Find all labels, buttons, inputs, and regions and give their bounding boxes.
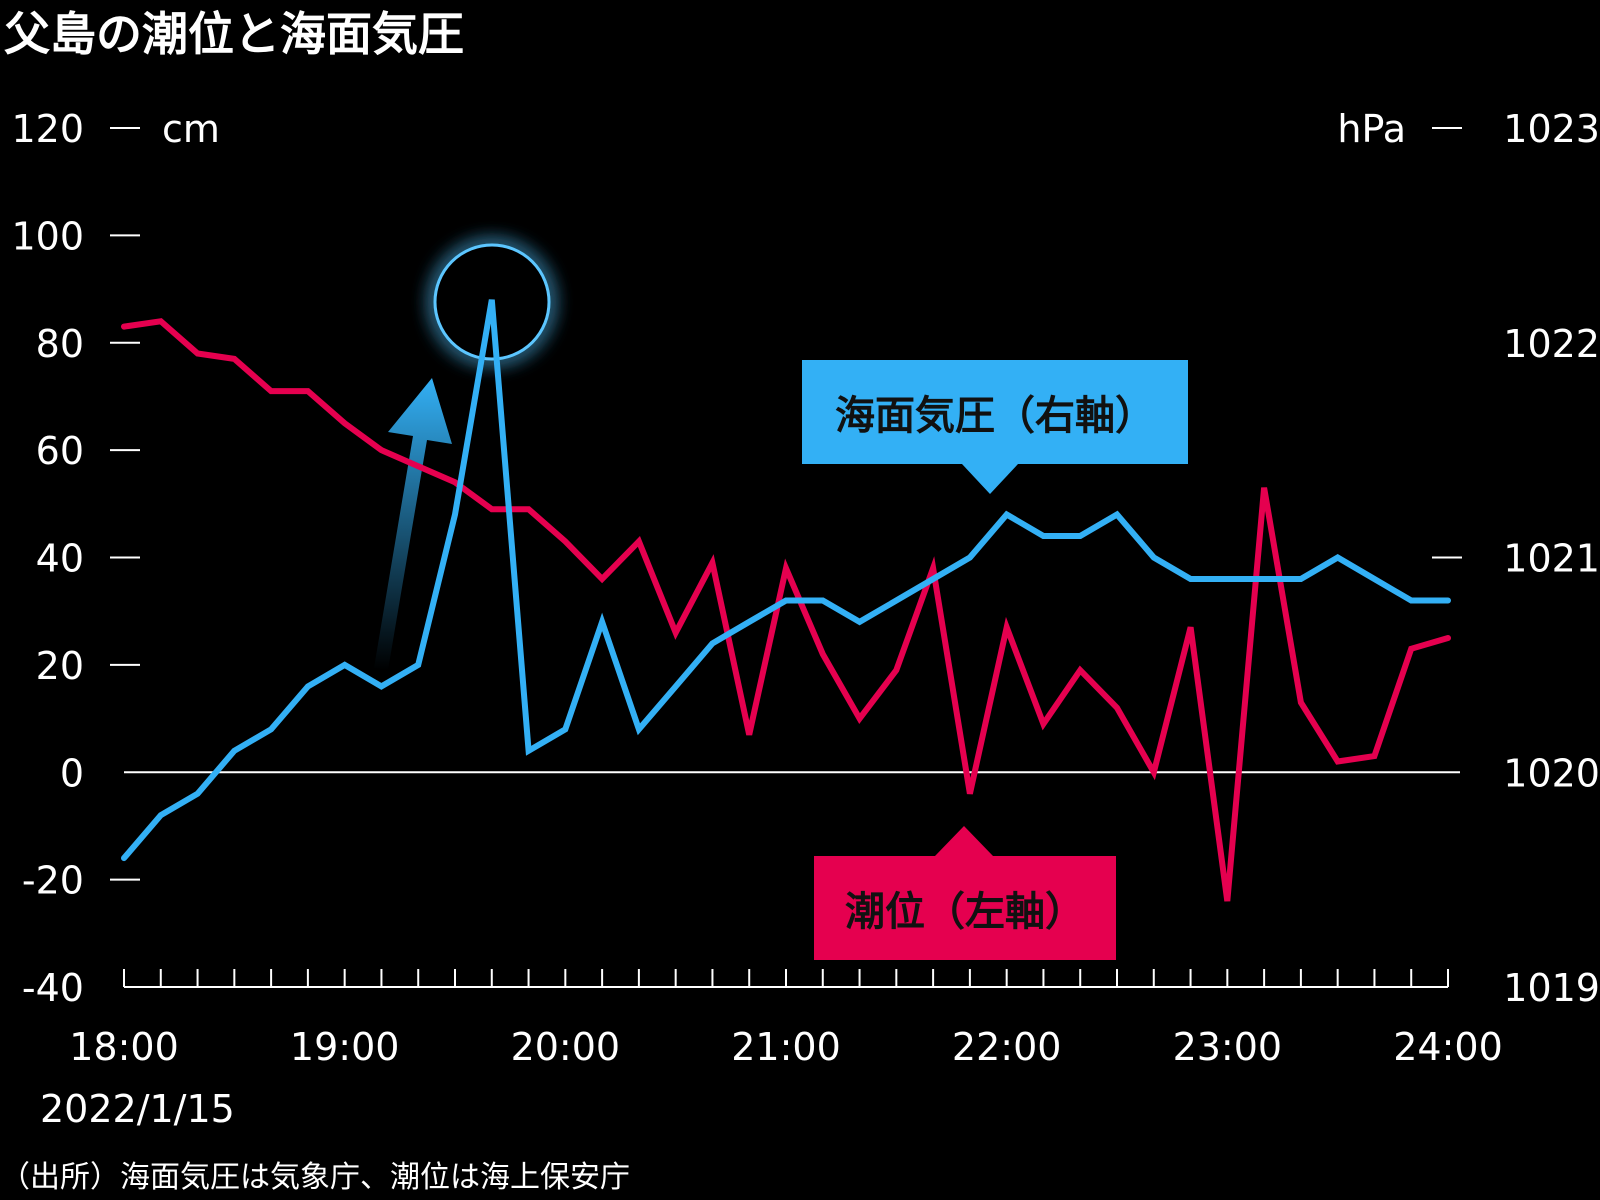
tide-callout-label: 潮位（左軸）	[845, 889, 1085, 935]
left-tick-label: -20	[22, 859, 84, 903]
highlight-arrow	[374, 378, 452, 670]
left-axis-unit: cm	[162, 107, 220, 151]
pressure-callout-label: 海面気圧（右軸）	[835, 393, 1155, 439]
right-tick-label: 1023	[1503, 107, 1600, 151]
x-tick-label: 18:00	[69, 1025, 179, 1069]
right-tick-label: 1020	[1503, 751, 1600, 795]
axes: -40 -20 0 20 40 60 80 100 120 cm 1019 1020 1021 1022 1…	[11, 107, 1600, 1131]
pressure-callout-pointer	[962, 464, 1018, 494]
left-tick-label: 0	[60, 751, 84, 795]
right-tick-label: 1022	[1503, 322, 1600, 366]
x-tick-label: 19:00	[290, 1025, 400, 1069]
right-axis-unit: hPa	[1337, 107, 1406, 151]
left-tick-label: 40	[36, 537, 84, 581]
x-tick-label: 21:00	[731, 1025, 841, 1069]
right-tick-label: 1021	[1503, 537, 1600, 581]
date-label: 2022/1/15	[40, 1087, 235, 1131]
left-tick-label: 20	[36, 644, 84, 688]
source-note: （出所）海面気圧は気象庁、潮位は海上保安庁	[0, 1160, 630, 1195]
right-tick-label: 1019	[1503, 966, 1600, 1010]
x-tick-label: 23:00	[1173, 1025, 1283, 1069]
series	[121, 299, 1451, 902]
x-tick-label: 24:00	[1393, 1025, 1503, 1069]
left-tick-label: 120	[11, 107, 84, 151]
chart-title: 父島の潮位と海面気圧	[4, 7, 464, 61]
left-tick-label: 60	[36, 429, 84, 473]
x-tick-label: 20:00	[511, 1025, 621, 1069]
x-tick-label: 22:00	[952, 1025, 1062, 1069]
tide-callout: 潮位（左軸）	[814, 856, 1116, 960]
tide-callout-pointer	[935, 826, 993, 856]
left-tick-label: 100	[11, 214, 84, 258]
pressure-callout: 海面気圧（右軸）	[802, 360, 1188, 464]
left-tick-label: -40	[22, 966, 84, 1010]
left-tick-label: 80	[36, 322, 84, 366]
